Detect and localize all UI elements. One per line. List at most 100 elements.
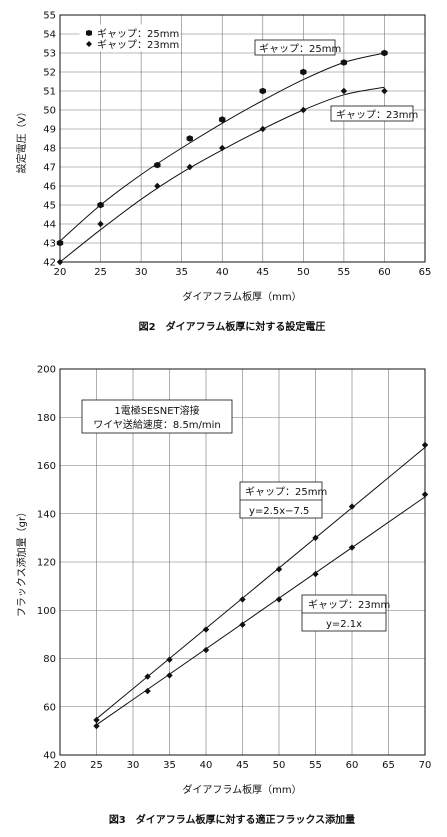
chart1-annotation-23-box (330, 105, 414, 122)
chart2-x-tick-label: 20 (54, 760, 67, 771)
chart1-series-1-fit-line (59, 52, 385, 242)
chart2-y-tick-label: 40 (43, 751, 56, 762)
chart1-series-1-point (186, 135, 193, 142)
chart1-series-2-point (381, 87, 388, 95)
chart1-series-1-point (300, 68, 307, 76)
chart2-series-1-fit-line (96, 447, 426, 720)
legend-diamond-marker-icon (86, 41, 92, 47)
chart1-x-tick-label: 65 (419, 267, 432, 278)
chart2-series-1-point (348, 503, 356, 510)
chart2-y-tick-label: 120 (37, 558, 56, 569)
chart1-y-tick-label: 49 (43, 125, 56, 136)
chart2-series-1-point (275, 566, 283, 573)
chart1-annotation-25-box (254, 39, 336, 56)
chart1-y-tick-label: 52 (43, 68, 56, 79)
chart1-x-tick-label: 50 (297, 267, 310, 278)
chart2-info-box-frame (81, 399, 233, 434)
chart2-series-1-point (166, 656, 173, 663)
chart1-legend-label-25: ギャップ：25mm (97, 28, 179, 40)
chart2-x-tick-label: 55 (309, 760, 322, 771)
chart2-caption: 図3 ダイアフラム板厚に対する適正フラックス添加量 (109, 813, 355, 826)
chart1-x-tick-label: 20 (54, 267, 67, 278)
chart1-y-tick-label: 46 (43, 182, 56, 193)
chart2-y-tick-label: 60 (43, 702, 56, 713)
chart1-y-tick-label: 47 (43, 163, 56, 174)
chart1-x-tick-label: 55 (338, 267, 351, 278)
chart1-series-2-point (154, 182, 161, 190)
chart1-series-2-point (56, 258, 64, 266)
chart1-x-tick-label: 60 (378, 267, 391, 278)
chart1-x-tick-label: 30 (135, 267, 148, 278)
chart2-y-axis-label: フラックス添加量（gr） (15, 507, 28, 617)
chart1-series-2-point (97, 220, 104, 228)
chart1-y-tick-label: 50 (43, 106, 56, 117)
chart1-y-tick-label: 54 (43, 30, 56, 41)
chart1-legend-label-23: ギャップ：23mm (97, 39, 179, 51)
chart2-x-axis-label: ダイアフラム板厚（mm） (182, 783, 301, 796)
chart1-y-tick-label: 48 (43, 144, 56, 155)
chart2-series-2-point (144, 687, 151, 695)
chart2-series-1-point (93, 716, 100, 724)
chart2-points (93, 441, 429, 730)
legend-hexagon-marker-icon (86, 30, 92, 36)
chart1-y-axis-label: 設定電圧（V） (15, 107, 28, 174)
chart2-series-1-point (202, 626, 210, 633)
chart1-x-tick-label: 45 (256, 267, 269, 278)
chart1-annotation-25-text: ギャップ：25mm (259, 43, 341, 55)
chart2-series-2-point (166, 672, 173, 679)
chart2-x-tick-label: 60 (346, 760, 359, 771)
chart1-annotation-23: ギャップ：23mm (330, 105, 418, 122)
chart1-series-1-point (154, 161, 161, 169)
chart2-series-2-point (421, 491, 429, 498)
chart1-points (56, 49, 388, 266)
chart1-plot-frame (59, 14, 426, 263)
chart2-x-tick-label: 65 (382, 760, 395, 771)
chart2-x-tick-label: 45 (236, 760, 249, 771)
chart1-series-2-point (259, 125, 266, 133)
chart2-label-25: ギャップ：25mm y=2.5x−7.5 (239, 481, 327, 519)
chart2-y-tick-label: 160 (37, 461, 56, 472)
chart1-x-axis-label: ダイアフラム板厚（mm） (182, 290, 301, 303)
chart2-series-2-point (348, 544, 356, 551)
chart1-y-tick-label: 43 (43, 239, 56, 250)
chart1-series-1-point (259, 87, 266, 95)
chart1-y-ticks: 42 43 44 45 46 47 48 49 50 51 52 53 54 55 (43, 11, 56, 269)
chart1-grid (59, 14, 426, 263)
chart1-legend: ギャップ：25mm ギャップ：23mm (79, 24, 181, 52)
chart2-label-23-title: ギャップ：23mm (308, 599, 390, 611)
chart2-x-tick-label: 25 (90, 760, 103, 771)
chart1-legend-box (79, 24, 181, 52)
chart2-label-23-equation: y=2.1x (326, 619, 362, 630)
chart1-series-2-point (300, 106, 307, 114)
chart2-y-tick-label: 80 (43, 654, 56, 665)
chart1-x-tick-label: 25 (94, 267, 107, 278)
chart2-label-25-title: ギャップ：25mm (245, 486, 327, 498)
chart2-series-1-point (144, 673, 151, 680)
chart2-x-ticks: 20 25 30 35 40 45 50 55 60 65 70 (54, 760, 432, 771)
chart-settling-voltage: 20 25 30 35 40 45 50 55 60 65 42 43 44 45 46 47 48 49 50 5… (15, 11, 431, 334)
chart2-info-line-2: ワイヤ送給速度：8.5m/min (93, 418, 221, 431)
chart1-series-1-point (381, 49, 388, 57)
chart2-x-tick-label: 50 (273, 760, 286, 771)
chart1-series-1-point (340, 59, 348, 66)
chart1-caption: 図2 ダイアフラム板厚に対する設定電圧 (139, 320, 326, 333)
chart1-y-tick-label: 51 (43, 87, 56, 98)
chart1-series-1-point (56, 239, 64, 247)
chart2-series-1-point (421, 441, 429, 449)
chart2-y-tick-label: 200 (37, 365, 56, 376)
chart-flux-amount: 20 25 30 35 40 45 50 55 60 65 70 40 60 80 100 120 140 16… (15, 365, 431, 827)
chart1-x-tick-label: 40 (216, 267, 229, 278)
chart2-y-ticks: 40 60 80 100 120 140 160 180 200 (37, 365, 56, 762)
chart2-fit-lines (96, 447, 426, 726)
chart2-series-2-point (239, 621, 246, 628)
chart1-series-2-point (186, 163, 193, 171)
chart1-series-1-point (219, 116, 226, 123)
chart2-x-tick-label: 40 (200, 760, 213, 771)
chart1-y-tick-label: 45 (43, 201, 56, 212)
chart1-y-tick-label: 53 (43, 49, 56, 60)
chart2-plot-frame (59, 368, 426, 756)
chart2-label-23: ギャップ：23mm y=2.1x (301, 594, 390, 632)
chart2-series-1-point (239, 596, 246, 603)
chart2-series-2-point (202, 646, 210, 654)
